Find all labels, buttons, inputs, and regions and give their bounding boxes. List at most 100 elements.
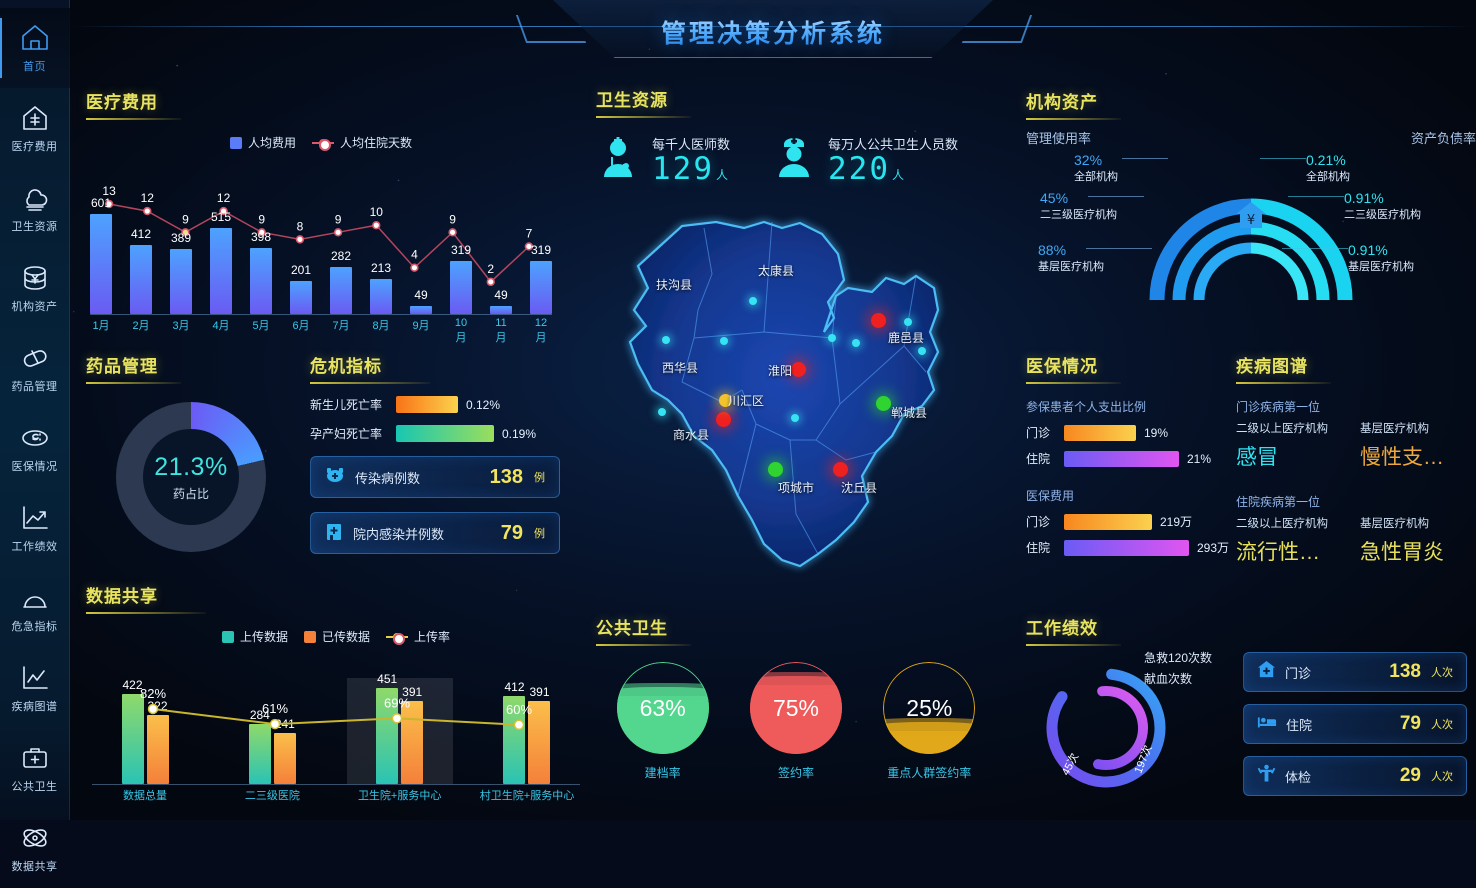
map-region-label[interactable]: 扶沟县	[656, 278, 693, 292]
insurance-row: 门诊 19%	[1026, 424, 1236, 441]
map-marker-cyan[interactable]	[720, 337, 728, 345]
line-point	[149, 704, 158, 713]
tile-value: 138	[489, 465, 523, 488]
drug-panel: 药品管理 21.3% 药占比	[86, 352, 296, 567]
share-line-series: 82% 61% 69% 60%	[140, 686, 532, 784]
region-map[interactable]: 扶沟县 太康县西华县 淮阳 鹿邑县川汇区郸城县商水县项城市 沈丘县	[586, 214, 996, 604]
crisis-tile[interactable]: 院内感染并例数 79 例	[310, 512, 560, 554]
stat-card[interactable]: 门诊 138 人次	[1243, 652, 1467, 692]
map-marker-cyan[interactable]	[791, 414, 799, 422]
bar	[370, 279, 392, 314]
line-point	[258, 229, 265, 236]
gauge-value: 63%	[639, 694, 686, 721]
sidebar-item-label: 危急指标	[11, 620, 58, 633]
sidebar-item-2[interactable]: 卫生资源	[0, 168, 70, 248]
map-marker-red[interactable]	[871, 313, 886, 328]
assets-title: 机构资产	[1026, 93, 1098, 112]
outpatient-icon	[1257, 660, 1276, 684]
x-tick: 7月	[332, 320, 350, 332]
line-point	[487, 278, 494, 285]
sidebar-item-8[interactable]: 疾病图谱	[0, 648, 70, 728]
capsule-icon	[20, 343, 50, 373]
crisis-bar	[396, 396, 458, 413]
map-marker-cyan[interactable]	[852, 339, 860, 347]
map-marker-cyan[interactable]	[828, 334, 836, 342]
bar-value: 412	[130, 227, 152, 241]
map-region-label[interactable]: 郸城县	[891, 406, 928, 420]
stat-card-value: 29	[1399, 765, 1421, 786]
drug-title: 药品管理	[86, 357, 158, 376]
bar	[330, 267, 352, 314]
map-marker-yellow[interactable]	[719, 394, 732, 407]
stat-card[interactable]: 体检 29 人次	[1243, 756, 1467, 796]
x-tick: 12月	[534, 317, 548, 344]
fee-bars: 601 412 389 515 398 201 282 213 49 319 49 319	[90, 182, 552, 314]
map-marker-cyan[interactable]	[658, 408, 666, 416]
map-region-label[interactable]: 沈丘县	[841, 481, 878, 495]
bar-value: 515	[210, 210, 232, 224]
map-region-label[interactable]: 太康县	[758, 264, 795, 278]
medical-fee-panel: 医疗费用 人均费用 人均住院天数 13 12 9 12 9 8 9 10 4 9 2 7 601 412 3…	[86, 88, 556, 348]
map-marker-red[interactable]	[716, 412, 731, 427]
sidebar-item-4[interactable]: 药品管理	[0, 328, 70, 408]
assets-leader-line	[1122, 158, 1168, 159]
bar-value: 398	[250, 230, 272, 244]
medical-cost-icon	[20, 103, 50, 133]
gauge-ring	[616, 662, 709, 754]
sidebar-item-3[interactable]: 机构资产	[0, 248, 70, 328]
section-rule	[86, 118, 181, 120]
sidebar-item-label: 机构资产	[11, 300, 58, 313]
map-marker-cyan[interactable]	[749, 297, 757, 305]
map-region-label[interactable]: 川汇区	[728, 394, 765, 408]
sidebar-item-6[interactable]: 工作绩效	[0, 488, 70, 568]
stat-card[interactable]: 住院 79 人次	[1243, 704, 1467, 744]
insurance-group2-rows: 门诊 219万 住院 293万	[1026, 513, 1236, 556]
insurance-label: 门诊	[1026, 515, 1051, 529]
map-marker-cyan[interactable]	[662, 336, 670, 344]
disease-title: 疾病图谱	[1236, 357, 1308, 376]
crisis-row: 孕产妇死亡率 0.19%	[310, 425, 560, 442]
map-marker-red[interactable]	[791, 362, 806, 377]
map-region-label[interactable]: 商水县	[673, 428, 710, 442]
disease-col: 二级以上医疗机构 感冒	[1236, 420, 1346, 471]
sidebar-item-1[interactable]: 医疗费用	[0, 88, 70, 168]
crisis-label: 孕产妇死亡率	[310, 427, 383, 441]
map-region-label[interactable]: 项城市	[778, 481, 815, 495]
x-tick: 5月	[252, 320, 270, 332]
map-marker-green[interactable]	[768, 462, 783, 477]
resource-value-row: 220 人	[828, 153, 958, 186]
sidebar-item-5[interactable]: 医保情况	[0, 408, 70, 488]
sidebar-item-7[interactable]: 危急指标	[0, 568, 70, 648]
section-rule	[1026, 118, 1121, 120]
resource-unit: 人	[892, 168, 905, 182]
crisis-value: 0.12%	[466, 397, 501, 412]
map-region-label[interactable]: 西华县	[662, 361, 699, 375]
performance-title: 工作绩效	[1026, 619, 1098, 638]
line-point	[526, 243, 533, 250]
sidebar-item-10[interactable]: 数据共享	[0, 808, 70, 888]
map-region-label[interactable]: 淮阳	[768, 364, 793, 378]
map-marker-red[interactable]	[833, 462, 848, 477]
sidebar-item-0[interactable]: 首页	[0, 8, 70, 88]
insurance-value: 19%	[1144, 425, 1169, 440]
line-point	[106, 201, 113, 208]
map-marker-green[interactable]	[876, 396, 891, 411]
map-marker-cyan[interactable]	[918, 347, 926, 355]
crisis-tile[interactable]: 传染病例数 138 例	[310, 456, 560, 498]
insurance-title: 医保情况	[1026, 357, 1098, 376]
public-health-panel: 公共卫生 63% 建档率 75% 签约率 25% 重点人群签约率	[596, 614, 996, 820]
line-value: 8	[297, 219, 304, 233]
gauge-label: 重点人群签约率	[887, 766, 972, 780]
medical-fee-chart: 13 12 9 12 9 8 9 10 4 9 2 7 601 412 389 515 398 201 282 21…	[86, 159, 556, 344]
stat-card-name: 门诊	[1285, 665, 1312, 681]
map-region-label[interactable]: 鹿邑县	[888, 331, 925, 345]
first-aid-icon	[20, 743, 50, 773]
map-marker-cyan[interactable]	[904, 318, 912, 326]
gauge-value: 75%	[772, 694, 819, 721]
map-svg	[628, 220, 940, 568]
data-share-legend: 上传数据 已传数据 上传率	[86, 628, 586, 645]
sidebar-item-9[interactable]: 公共卫生	[0, 728, 70, 808]
legend-swatch	[229, 136, 242, 149]
insurance-group2-title: 医保费用	[1026, 489, 1075, 503]
stat-cards: 门诊 138 人次 住院 79 人次 体检 29 人次	[1243, 652, 1467, 802]
